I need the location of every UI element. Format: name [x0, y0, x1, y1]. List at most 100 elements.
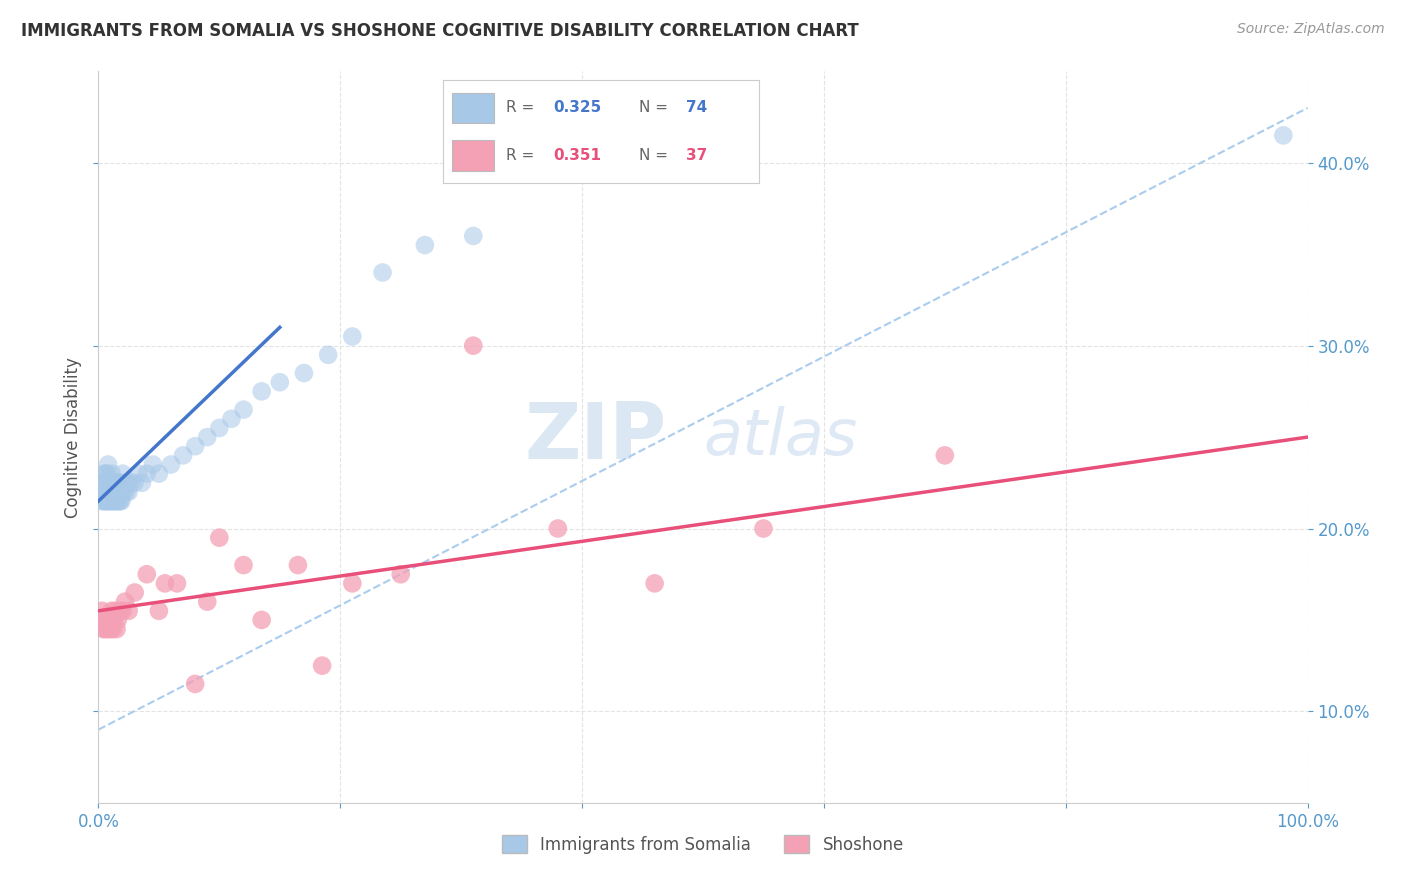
Point [97, 475, 120, 490]
Point [97, 494, 120, 508]
Point [100, 494, 122, 508]
Text: 0.351: 0.351 [554, 148, 602, 162]
Point [101, 475, 124, 490]
Y-axis label: Cognitive Disability: Cognitive Disability [65, 357, 83, 517]
Point [111, 485, 134, 500]
Point [103, 485, 125, 500]
Point [103, 475, 125, 490]
Point [166, 576, 188, 591]
Point [120, 475, 142, 490]
Point [107, 475, 129, 490]
Point [91, 604, 114, 618]
Point [118, 604, 141, 618]
Point [232, 402, 254, 417]
Point [547, 521, 569, 535]
Point [108, 494, 131, 508]
Point [389, 567, 412, 582]
Text: R =: R = [506, 148, 540, 162]
Point [250, 384, 273, 399]
Point [110, 494, 132, 508]
Point [104, 475, 127, 490]
Point [342, 329, 364, 343]
Point [93, 485, 115, 500]
Point [98, 613, 121, 627]
Point [105, 622, 128, 636]
Point [221, 412, 243, 426]
Point [96, 467, 118, 481]
Point [94, 485, 117, 500]
Point [269, 375, 291, 389]
Point [111, 604, 134, 618]
Point [195, 594, 218, 608]
Point [1272, 128, 1295, 143]
Point [105, 494, 128, 508]
Point [148, 604, 170, 618]
Point [98, 475, 121, 490]
Point [250, 613, 273, 627]
Point [184, 439, 207, 453]
Point [111, 467, 134, 481]
Point [91, 494, 114, 508]
Point [97, 622, 120, 636]
Point [342, 576, 364, 591]
Point [124, 585, 146, 599]
Text: 0.325: 0.325 [554, 101, 602, 115]
Text: N =: N = [640, 101, 673, 115]
Point [94, 494, 117, 508]
Point [101, 485, 124, 500]
Point [124, 475, 146, 490]
Point [463, 228, 485, 243]
Point [112, 485, 135, 500]
Point [311, 658, 333, 673]
Point [135, 567, 157, 582]
Point [153, 576, 176, 591]
Point [104, 604, 127, 618]
Point [208, 531, 231, 545]
Text: Source: ZipAtlas.com: Source: ZipAtlas.com [1237, 22, 1385, 37]
Point [98, 485, 121, 500]
Point [100, 494, 122, 508]
Text: IMMIGRANTS FROM SOMALIA VS SHOSHONE COGNITIVE DISABILITY CORRELATION CHART: IMMIGRANTS FROM SOMALIA VS SHOSHONE COGN… [21, 22, 859, 40]
Point [101, 494, 124, 508]
Point [93, 494, 115, 508]
Point [172, 448, 194, 462]
Point [371, 266, 394, 280]
Point [91, 475, 114, 490]
Text: 37: 37 [686, 148, 707, 162]
Point [101, 622, 124, 636]
Point [160, 458, 183, 472]
Point [115, 485, 138, 500]
Point [463, 338, 485, 352]
Point [108, 475, 131, 490]
Point [114, 594, 136, 608]
Point [90, 485, 112, 500]
Point [91, 622, 114, 636]
Text: atlas: atlas [703, 406, 858, 468]
Point [108, 494, 131, 508]
Point [93, 613, 115, 627]
Point [94, 467, 117, 481]
Point [287, 558, 309, 573]
Bar [453, 93, 494, 123]
Bar [453, 140, 494, 170]
Legend: Immigrants from Somalia, Shoshone: Immigrants from Somalia, Shoshone [495, 829, 911, 860]
Point [208, 421, 231, 435]
Point [114, 475, 136, 490]
Point [100, 604, 122, 618]
Point [752, 521, 775, 535]
Point [118, 485, 141, 500]
Point [232, 558, 254, 573]
Text: ZIP: ZIP [524, 399, 666, 475]
Point [104, 494, 127, 508]
Point [316, 348, 339, 362]
Point [100, 467, 122, 481]
Point [100, 485, 122, 500]
Point [108, 475, 131, 490]
Point [108, 604, 131, 618]
Point [97, 485, 120, 500]
Point [103, 613, 125, 627]
Point [142, 458, 165, 472]
Point [91, 475, 114, 490]
Point [100, 622, 122, 636]
Point [934, 448, 956, 462]
